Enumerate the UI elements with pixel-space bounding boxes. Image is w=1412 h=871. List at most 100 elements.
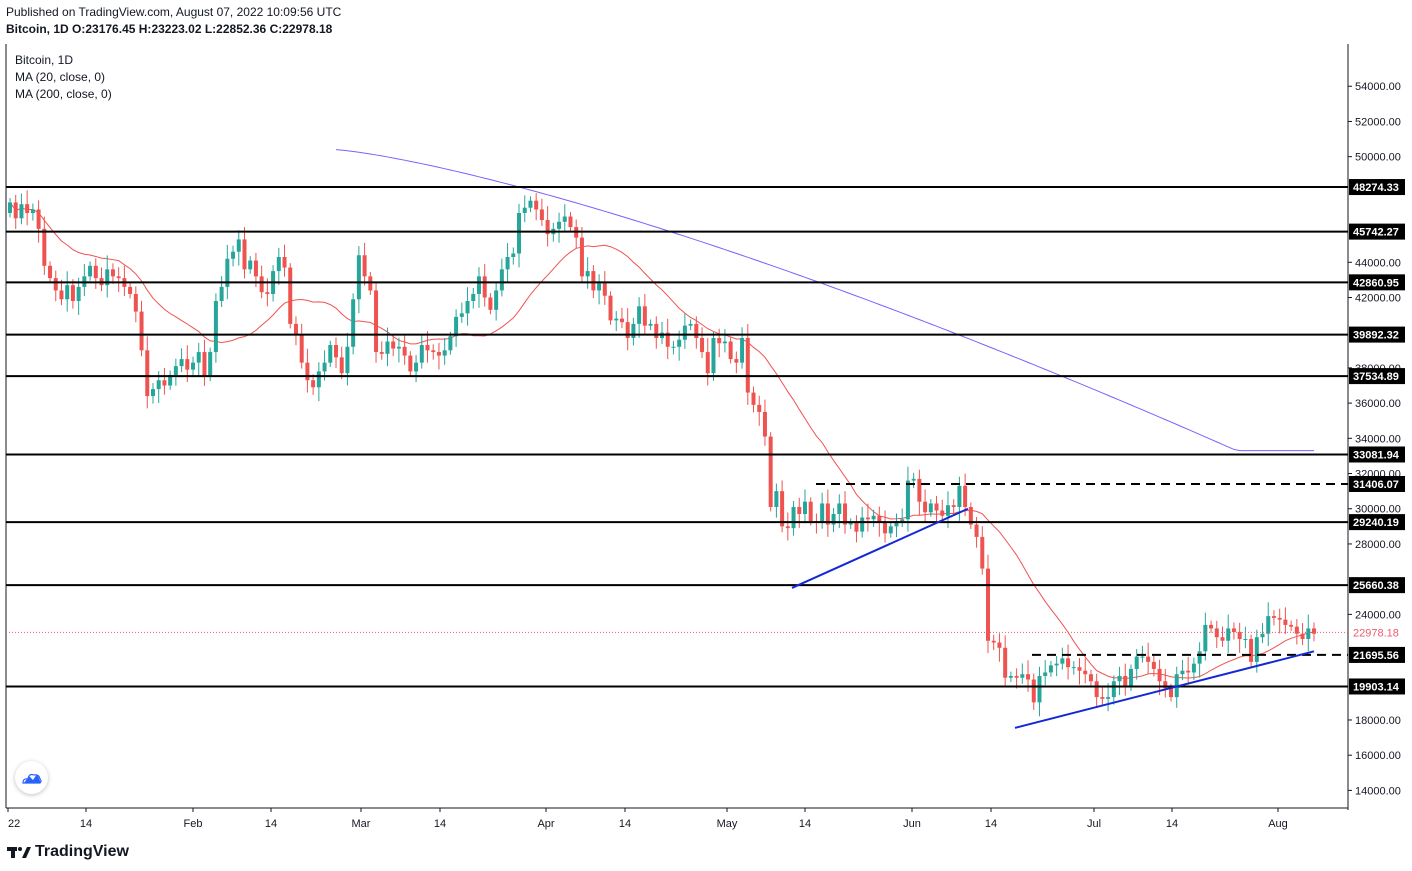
candle-body: [1111, 681, 1116, 698]
candle-body: [482, 276, 487, 298]
candle-body: [42, 228, 47, 266]
x-tick-label: Jul: [1087, 818, 1101, 830]
candle-body: [259, 276, 264, 293]
last-price-tag: [1349, 624, 1405, 641]
level-price-tag: [1349, 326, 1405, 343]
candle-body: [196, 352, 201, 363]
candle-body: [53, 278, 58, 291]
candle-body: [465, 301, 470, 314]
ma20-line: [9, 202, 1315, 679]
y-tick-label: 18000.00: [1355, 715, 1401, 727]
candle-body: [1128, 668, 1133, 687]
candle-body: [854, 522, 859, 532]
high-value: 23223.02: [151, 22, 202, 36]
candle-body: [225, 258, 230, 287]
candle-body: [642, 306, 647, 326]
candle-body: [1054, 663, 1059, 666]
candle-body: [522, 207, 527, 213]
candle-body: [888, 526, 893, 534]
ohlc-readout: Bitcoin, 1D O:23176.45 H:23223.02 L:2285…: [6, 22, 332, 36]
candle-body: [65, 285, 70, 300]
y-tick-label: 50000.00: [1355, 152, 1401, 164]
candle-body: [762, 411, 767, 437]
y-tick-label: 52000.00: [1355, 116, 1401, 128]
candle-body: [1231, 628, 1236, 632]
candle-body: [751, 392, 756, 405]
candle-body: [917, 478, 922, 502]
candle-body: [557, 221, 562, 229]
y-tick-label: 34000.00: [1355, 433, 1401, 445]
candle-body: [70, 285, 75, 302]
candle-body: [339, 357, 344, 374]
candle-body: [808, 501, 813, 522]
level-price-tag: [1349, 223, 1405, 240]
level-price-label: 29240.19: [1353, 517, 1399, 529]
candle-body: [717, 337, 722, 344]
candle-body: [316, 371, 321, 388]
candle-body: [454, 316, 459, 337]
x-tick-label: 14: [80, 818, 92, 830]
candle-body: [334, 345, 338, 358]
dashed-level-price-tag: [1349, 646, 1405, 663]
candle-body: [1008, 675, 1013, 678]
candle-body: [688, 323, 693, 326]
level-price-label: 19903.14: [1353, 681, 1400, 693]
x-tick-label: May: [717, 818, 738, 830]
symbol-label: Bitcoin, 1D: [6, 22, 69, 36]
candle-body: [1260, 633, 1265, 638]
candle-body: [1163, 681, 1168, 689]
candle-body: [173, 366, 178, 375]
candle-body: [831, 514, 836, 525]
candle-body: [1077, 667, 1082, 671]
candle-body: [30, 209, 35, 213]
y-tick-label: 42000.00: [1355, 292, 1401, 304]
tradingview-logo[interactable]: TradingView: [7, 843, 129, 861]
candle-body: [705, 352, 710, 374]
candle-body: [305, 362, 310, 381]
candle-body: [848, 522, 853, 525]
candle-body: [1312, 628, 1316, 634]
candle-body: [1249, 639, 1254, 662]
candle-body: [700, 337, 705, 353]
candle-body: [682, 325, 687, 340]
candle-body: [1203, 624, 1208, 652]
candle-body: [1123, 675, 1128, 687]
candle-body: [648, 323, 653, 326]
candle-body: [1300, 633, 1305, 640]
candle-body: [511, 253, 516, 258]
dashed-level-price-label: 21695.56: [1353, 650, 1399, 662]
level-price-tag: [1349, 678, 1405, 695]
tradingview-widget-button[interactable]: [15, 761, 48, 794]
candle-body: [1094, 681, 1099, 698]
candle-body: [1214, 628, 1219, 638]
candle-body: [1043, 672, 1048, 676]
candle-body: [625, 322, 630, 338]
candle-body: [1186, 670, 1191, 673]
candle-body: [322, 362, 327, 372]
candle-body: [242, 239, 247, 270]
candle-body: [968, 506, 973, 525]
candle-body: [408, 355, 413, 372]
candle-body: [1100, 697, 1105, 699]
candle-body: [991, 640, 996, 643]
legend-ma20[interactable]: MA (20, close, 0): [15, 70, 106, 84]
dashed-level-price-tag: [1349, 475, 1405, 492]
candle-body: [208, 352, 213, 377]
high-label: H:: [138, 22, 152, 36]
ma200-line: [335, 149, 1314, 452]
candle-body: [265, 292, 270, 294]
candle-body: [894, 521, 899, 527]
candle-body: [391, 341, 396, 349]
candle-body: [1066, 658, 1071, 668]
candle-body: [671, 346, 676, 348]
y-tick-label: 54000.00: [1355, 81, 1401, 93]
legend-ma200[interactable]: MA (200, close, 0): [15, 87, 112, 101]
candle-body: [1237, 631, 1242, 640]
candle-body: [1117, 675, 1122, 682]
candle-body: [785, 526, 790, 529]
candle-body: [562, 216, 567, 222]
candle-body: [568, 216, 573, 228]
candle-body: [1283, 619, 1288, 625]
candle-body: [356, 255, 361, 300]
